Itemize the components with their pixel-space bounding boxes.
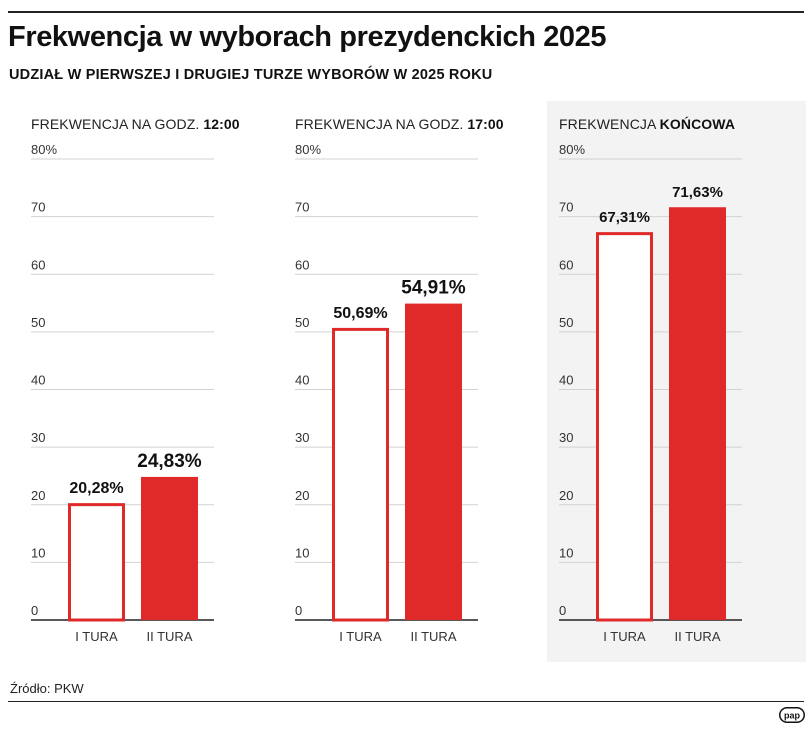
data-label: 20,28% xyxy=(69,480,123,497)
panel-title-bold: KOŃCOWA xyxy=(659,116,736,132)
bar-chart-noon: 0 10 20 30 40 50 60 70 80% 20,28% I TURA 24,83% II T… xyxy=(31,142,214,644)
data-label: 24,83% xyxy=(137,451,202,472)
category-label: I TURA xyxy=(339,629,382,644)
y-tick-label: 30 xyxy=(295,430,309,445)
panel-title: FREKWENCJA KOŃCOWA xyxy=(559,116,735,132)
bar-second-round xyxy=(141,476,198,620)
y-tick-label: 60 xyxy=(559,257,573,272)
bar-first-round xyxy=(332,327,389,622)
y-tick-label: 40 xyxy=(295,373,309,388)
category-label: I TURA xyxy=(75,629,118,644)
y-tick-label: 10 xyxy=(31,545,45,560)
y-tick-label: 30 xyxy=(559,430,573,445)
bar-second-round xyxy=(405,303,462,620)
y-tick-label: 0 xyxy=(559,603,566,618)
y-tick-label: 50 xyxy=(31,315,45,330)
y-tick-label: 20 xyxy=(559,488,573,503)
data-label: 71,63% xyxy=(672,184,723,201)
panel-title: FREKWENCJA NA GODZ. 12:00 xyxy=(31,116,240,132)
bar-second-round xyxy=(669,207,726,620)
source-note: Źródło: PKW xyxy=(10,681,84,696)
top-rule xyxy=(8,11,804,13)
data-label: 54,91% xyxy=(401,278,466,299)
panel-title-bold: 12:00 xyxy=(203,116,240,132)
panel-title: FREKWENCJA NA GODZ. 17:00 xyxy=(295,116,504,132)
panel-title-prefix: FREKWENCJA NA GODZ. xyxy=(295,116,468,132)
pap-logo-icon: pap xyxy=(779,707,805,723)
bar-first-round xyxy=(596,232,653,622)
category-label: II TURA xyxy=(147,629,193,644)
panel-title-bold: 17:00 xyxy=(467,116,504,132)
chart-panel-final: FREKWENCJA KOŃCOWA 0 10 20 30 40 50 60 70 80% 67,… xyxy=(559,0,809,735)
y-tick-label: 80% xyxy=(559,142,585,157)
logo-text: pap xyxy=(784,710,801,720)
y-tick-label: 0 xyxy=(31,603,38,618)
y-tick-label: 70 xyxy=(295,200,309,215)
page-title: Frekwencja w wyborach prezydenckich 2025 xyxy=(8,21,607,53)
page-subtitle: UDZIAŁ W PIERWSZEJ I DRUGIEJ TURZE WYBOR… xyxy=(9,67,493,83)
bar-chart-afternoon: 0 10 20 30 40 50 60 70 80% 50,69% I TURA 54,91% II T… xyxy=(295,142,478,644)
y-tick-label: 20 xyxy=(295,488,309,503)
bar-chart-final: 0 10 20 30 40 50 60 70 80% 67,31% I TURA 71,63% II T… xyxy=(559,142,742,644)
y-tick-label: 60 xyxy=(295,257,309,272)
y-tick-label: 70 xyxy=(559,200,573,215)
y-tick-label: 0 xyxy=(295,603,302,618)
panel-title-prefix: FREKWENCJA NA GODZ. xyxy=(31,116,204,132)
y-tick-label: 10 xyxy=(295,545,309,560)
bottom-rule xyxy=(8,701,804,702)
data-label: 67,31% xyxy=(599,209,650,226)
category-label: II TURA xyxy=(675,629,721,644)
y-tick-label: 80% xyxy=(31,142,57,157)
y-tick-label: 10 xyxy=(559,545,573,560)
panel-title-prefix: FREKWENCJA xyxy=(559,116,660,132)
y-tick-label: 70 xyxy=(31,200,45,215)
category-label: I TURA xyxy=(603,629,646,644)
y-tick-label: 50 xyxy=(559,315,573,330)
y-tick-label: 20 xyxy=(31,488,45,503)
y-tick-label: 40 xyxy=(559,373,573,388)
y-tick-label: 50 xyxy=(295,315,309,330)
y-tick-label: 60 xyxy=(31,257,45,272)
bar-first-round xyxy=(68,503,125,622)
chart-panel-noon: FREKWENCJA NA GODZ. 12:00 0 10 20 30 40 50 60 7… xyxy=(31,0,281,735)
y-tick-label: 30 xyxy=(31,430,45,445)
y-tick-label: 40 xyxy=(31,373,45,388)
y-tick-label: 80% xyxy=(295,142,321,157)
category-label: II TURA xyxy=(411,629,457,644)
data-label: 50,69% xyxy=(333,305,387,322)
chart-panel-afternoon: FREKWENCJA NA GODZ. 17:00 0 10 20 30 40 50 60 7… xyxy=(295,0,545,735)
